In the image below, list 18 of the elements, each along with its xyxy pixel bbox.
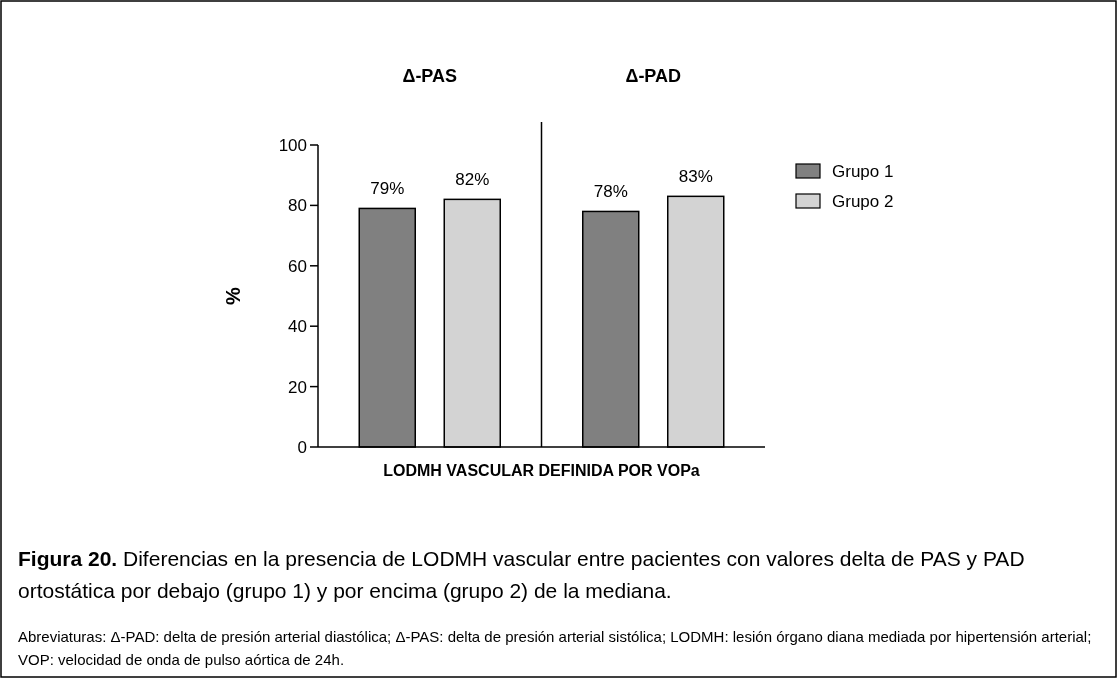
data-label: 83% bbox=[678, 167, 713, 187]
y-tick-label: 60 bbox=[288, 256, 307, 276]
x-axis-title: LODMH VASCULAR DEFINIDA POR VOPa bbox=[383, 462, 700, 479]
y-axis-title: % bbox=[222, 286, 244, 305]
y-tick-label: 80 bbox=[288, 196, 307, 216]
text: Figura 20. Diferencias en la presencia de LODMH vascular entre pacientes con valores delta de PAS y PAD ortostática por debajo (grupo 1) y por encima (grupo 2) de la mediana. bbox=[18, 547, 1025, 602]
y-tick-label: 100 bbox=[278, 135, 307, 155]
y-tick-label: 20 bbox=[288, 377, 307, 397]
data-label: 82% bbox=[455, 170, 490, 190]
legend-label: Grupo 1 bbox=[832, 161, 894, 181]
x-tick-label: Δ-PAD bbox=[625, 66, 682, 86]
legend-label: Grupo 2 bbox=[832, 191, 894, 211]
y-tick-label: 0 bbox=[297, 437, 307, 457]
data-label: 78% bbox=[593, 182, 628, 202]
y-tick-label: 40 bbox=[288, 317, 307, 337]
text: Abreviaturas: Δ-PAD: delta de presión arterial diastólica; Δ-PAS: delta de presión arterial sistólica; LODMH: lesión órgano diana mediada por hipertensión arterial; VOP: velocidad de onda de pulso aórtica de 24h. bbox=[18, 628, 1092, 668]
x-tick-label: Δ-PAS bbox=[402, 66, 458, 86]
data-label: 79% bbox=[370, 179, 405, 199]
